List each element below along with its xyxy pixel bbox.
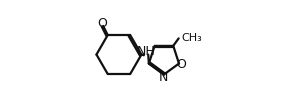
Text: NH: NH [137,45,156,58]
Text: N: N [159,71,168,84]
Text: O: O [97,17,107,30]
Text: O: O [177,58,187,71]
Text: CH₃: CH₃ [181,33,202,43]
